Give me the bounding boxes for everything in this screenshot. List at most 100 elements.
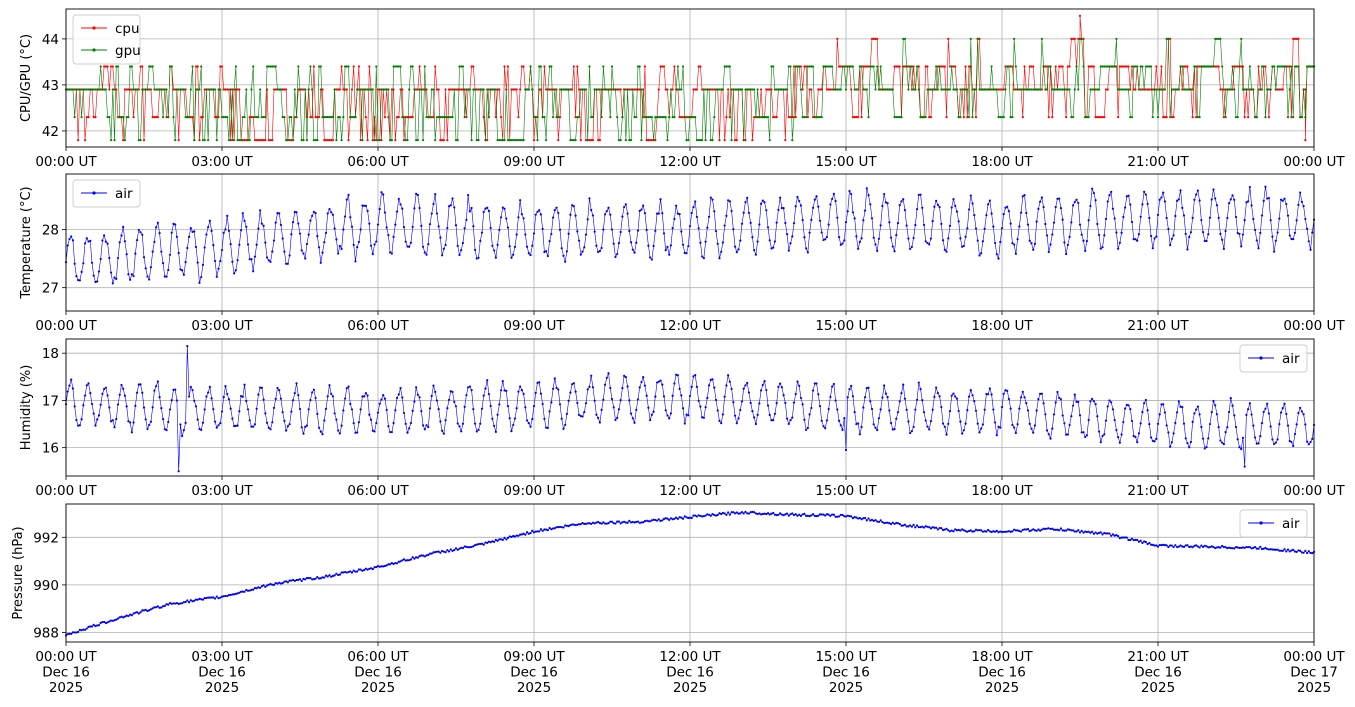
data-point (999, 426, 1002, 429)
data-point (207, 596, 210, 599)
data-point (1058, 529, 1061, 532)
data-point (624, 88, 627, 91)
data-point (193, 599, 196, 602)
data-point (380, 565, 383, 568)
data-point (366, 139, 369, 142)
x-tick-label-line: 00:00 UT (1283, 649, 1345, 665)
data-point (688, 516, 692, 519)
data-point (1160, 403, 1163, 406)
data-point (1271, 235, 1274, 238)
data-point (775, 116, 778, 119)
legend-box (72, 14, 141, 65)
data-point (943, 88, 946, 91)
data-point (794, 65, 797, 68)
data-point (1175, 88, 1179, 91)
data-point (1231, 194, 1234, 197)
data-point (1304, 116, 1307, 119)
x-tick-label: 12:00 UT (659, 154, 721, 170)
data-point (135, 88, 139, 91)
data-point (1288, 234, 1291, 237)
data-point (921, 206, 924, 209)
data-point (215, 275, 218, 278)
data-point (342, 228, 345, 231)
data-point (276, 582, 279, 585)
data-point (534, 530, 537, 533)
data-point (1148, 65, 1151, 68)
data-point (943, 528, 946, 531)
x-tick-label: 03:00 UT Dec 16 2025 (191, 649, 253, 696)
data-point (437, 88, 440, 91)
data-point (253, 423, 257, 426)
data-point (874, 243, 877, 246)
data-point (201, 263, 205, 266)
x-tick-label-line: 2025 (1141, 680, 1175, 696)
x-tick-label-line: 2025 (829, 680, 863, 696)
data-point (1113, 418, 1116, 422)
data-point (231, 417, 234, 420)
data-point (467, 546, 470, 549)
data-point (799, 65, 803, 68)
data-point (449, 548, 452, 551)
data-point (605, 210, 608, 213)
data-point (187, 601, 191, 604)
data-point (936, 392, 939, 395)
data-point (259, 139, 262, 142)
y-tick-label: 18 (42, 346, 59, 362)
data-point (739, 512, 742, 515)
data-point (1214, 197, 1217, 200)
data-point (411, 225, 414, 229)
data-point (1073, 200, 1076, 204)
data-point (1276, 88, 1279, 91)
data-point (683, 116, 686, 119)
data-point (1065, 252, 1068, 256)
data-point (149, 420, 153, 423)
data-point (1224, 431, 1227, 434)
data-point (654, 395, 657, 398)
x-tick-label: 06:00 UT (347, 154, 409, 170)
data-point (851, 211, 855, 214)
legend-label-air: air (115, 186, 133, 202)
data-point (711, 88, 714, 91)
data-point (174, 223, 177, 226)
data-point (647, 139, 650, 142)
data-point (654, 116, 657, 119)
data-point (300, 579, 303, 583)
data-point (134, 404, 137, 407)
data-point (479, 422, 482, 425)
data-point (933, 205, 936, 208)
data-point (250, 88, 253, 91)
data-point (177, 470, 180, 473)
data-point (626, 385, 629, 388)
data-point (94, 88, 97, 91)
data-point (579, 414, 582, 418)
data-point (903, 209, 907, 212)
data-point (586, 388, 589, 391)
data-point (829, 203, 832, 206)
data-point (527, 252, 530, 255)
data-point (964, 422, 967, 425)
data-point (616, 116, 619, 119)
data-point (1267, 196, 1271, 200)
data-point (1247, 116, 1250, 119)
data-point (1181, 206, 1184, 209)
data-point (378, 207, 381, 211)
data-point (508, 417, 511, 420)
data-point (163, 88, 166, 91)
data-point (208, 385, 211, 388)
data-point (80, 116, 83, 119)
data-point (286, 425, 289, 428)
data-point (141, 65, 144, 68)
data-point (1096, 116, 1099, 119)
data-point (803, 512, 806, 515)
data-point (101, 620, 104, 624)
data-point (103, 65, 106, 68)
data-point (1304, 423, 1307, 426)
data-point (1155, 65, 1158, 68)
data-point (950, 394, 953, 397)
data-point (129, 65, 132, 68)
data-point (1158, 88, 1161, 91)
data-point (411, 409, 414, 412)
data-point (463, 545, 466, 548)
data-point (441, 549, 444, 553)
data-point (806, 514, 809, 517)
